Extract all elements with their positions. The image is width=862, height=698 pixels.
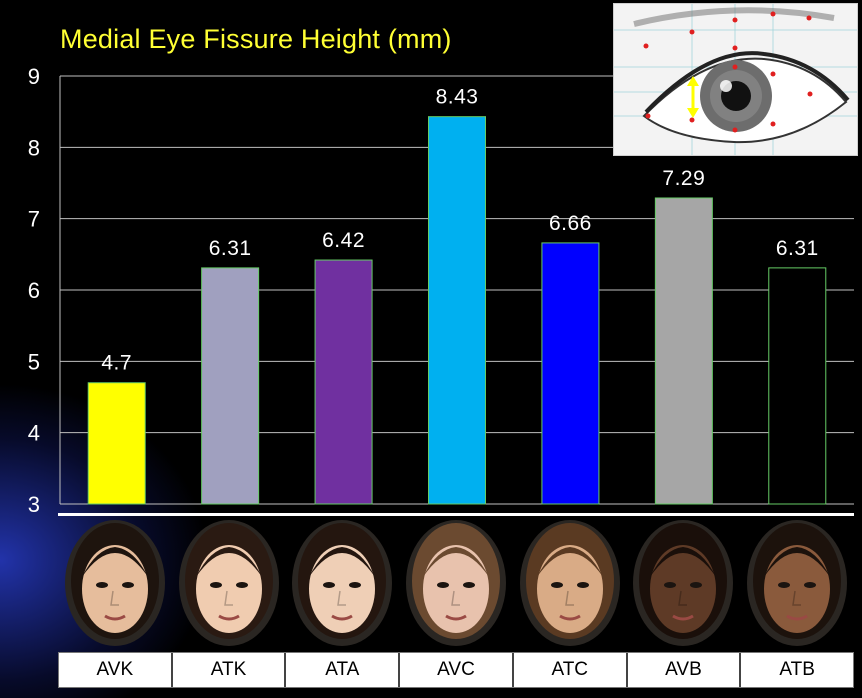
data-label: 6.42 <box>322 229 365 252</box>
category-label: AVB <box>627 653 742 687</box>
face-icon <box>406 520 507 646</box>
face-portrait <box>513 516 627 650</box>
face-portrait <box>627 516 741 650</box>
y-tick-label: 6 <box>28 278 40 303</box>
height-arrow-icon <box>687 76 699 118</box>
eyebrow-shape <box>633 7 835 27</box>
y-tick-label: 3 <box>28 492 40 517</box>
data-label: 6.66 <box>549 212 592 235</box>
category-label: ATK <box>172 653 287 687</box>
bar-ata <box>314 259 373 505</box>
face-icon <box>64 520 165 646</box>
category-label: ATA <box>286 653 401 687</box>
data-label: 7.29 <box>662 167 705 190</box>
face-portrait <box>58 516 172 650</box>
data-label: 6.31 <box>209 237 252 260</box>
landmark-dots <box>643 11 813 133</box>
face-portrait <box>285 516 399 650</box>
category-label: AVC <box>400 653 514 687</box>
category-label: AVK <box>59 653 173 687</box>
face-portrait <box>740 516 854 650</box>
eye-diagram-inset <box>613 3 858 156</box>
y-tick-label: 8 <box>28 135 40 160</box>
y-tick-label: 7 <box>28 207 40 232</box>
data-label: 4.7 <box>101 352 132 375</box>
category-label-row: AVK ATK ATA AVC ATC AVB ATB <box>58 652 854 688</box>
face-icon <box>633 520 734 646</box>
eye-diagram <box>614 4 857 155</box>
category-label: ATB <box>741 653 854 687</box>
bar-atc <box>541 242 600 505</box>
bar-atb <box>768 267 827 505</box>
faces-strip <box>58 513 854 650</box>
face-portrait <box>172 516 286 650</box>
bar-avk <box>87 382 146 505</box>
face-icon <box>292 520 393 646</box>
category-label: ATC <box>513 653 628 687</box>
face-icon <box>519 520 620 646</box>
data-label: 6.31 <box>776 237 819 260</box>
bar-atk <box>201 267 260 505</box>
data-label: 8.43 <box>436 86 479 109</box>
face-portrait <box>399 516 513 650</box>
y-tick-label: 4 <box>28 421 40 446</box>
bar-avb <box>654 197 713 505</box>
bar-avc <box>428 116 486 505</box>
face-icon <box>178 520 279 646</box>
y-tick-label: 9 <box>28 64 40 89</box>
y-tick-label: 5 <box>28 349 40 374</box>
chart-title: Medial Eye Fissure Height (mm) <box>60 24 452 54</box>
upper-lash-line <box>644 51 850 114</box>
face-icon <box>747 520 848 646</box>
